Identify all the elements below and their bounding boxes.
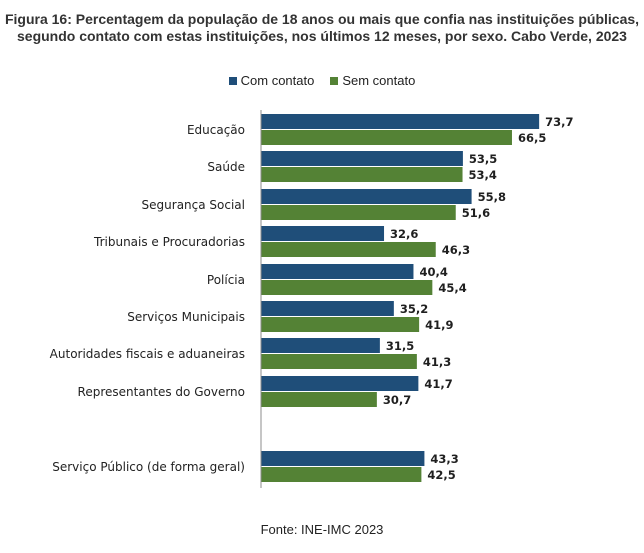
- bar-com-contato-servico-publico-de-forma-geral: [261, 451, 425, 466]
- data-label-sem-contato-saude: 53,4: [469, 168, 497, 182]
- data-label-sem-contato-policia: 45,4: [438, 281, 466, 295]
- data-label-com-contato-autoridades-fiscais-e-aduaneiras: 31,5: [386, 339, 414, 353]
- category-label-policia: Polícia: [207, 273, 245, 287]
- bar-com-contato-tribunais-e-procuradorias: [261, 226, 385, 241]
- legend-label-com-contato: Com contato: [240, 73, 315, 88]
- legend-swatch-sem-contato: [330, 76, 339, 85]
- title-line-1: Figura 16: Percentagem da população de 1…: [4, 11, 640, 27]
- data-label-sem-contato-representantes-do-governo: 30,7: [383, 393, 411, 407]
- data-label-com-contato-educacao: 73,7: [545, 115, 573, 129]
- bar-com-contato-saude: [261, 151, 463, 166]
- bar-com-contato-policia: [261, 264, 414, 279]
- category-label-tribunais-e-procuradorias: Tribunais e Procuradorias: [93, 235, 245, 249]
- title-line-2: segundo contato com estas instituições, …: [17, 28, 627, 44]
- category-label-servico-publico-de-forma-geral: Serviço Público (de forma geral): [52, 460, 245, 474]
- bar-sem-contato-saude: [261, 167, 463, 182]
- data-label-sem-contato-servico-publico-de-forma-geral: 42,5: [427, 468, 455, 482]
- legend: Com contato Sem contato: [0, 73, 644, 88]
- data-label-sem-contato-servicos-municipais: 41,9: [425, 318, 453, 332]
- source-note: Fonte: INE-IMC 2023: [260, 522, 384, 537]
- bar-sem-contato-servicos-municipais: [261, 317, 420, 332]
- legend-swatch-com-contato: [228, 76, 237, 85]
- data-label-sem-contato-seguranca-social: 51,6: [462, 206, 490, 220]
- data-label-com-contato-seguranca-social: 55,8: [478, 190, 506, 204]
- bar-sem-contato-autoridades-fiscais-e-aduaneiras: [261, 354, 417, 369]
- legend-item-com-contato: Com contato: [228, 73, 315, 88]
- category-label-autoridades-fiscais-e-aduaneiras: Autoridades fiscais e aduaneiras: [50, 347, 245, 361]
- data-label-sem-contato-autoridades-fiscais-e-aduaneiras: 41,3: [423, 355, 451, 369]
- data-label-sem-contato-tribunais-e-procuradorias: 46,3: [442, 243, 470, 257]
- data-label-com-contato-servicos-municipais: 35,2: [400, 302, 428, 316]
- legend-item-sem-contato: Sem contato: [330, 73, 415, 88]
- bar-sem-contato-tribunais-e-procuradorias: [261, 242, 436, 257]
- category-label-seguranca-social: Segurança Social: [142, 198, 245, 212]
- bar-sem-contato-servico-publico-de-forma-geral: [261, 467, 422, 482]
- bar-sem-contato-representantes-do-governo: [261, 392, 377, 407]
- bar-com-contato-autoridades-fiscais-e-aduaneiras: [261, 338, 380, 353]
- bar-com-contato-educacao: [261, 114, 540, 129]
- legend-label-sem-contato: Sem contato: [342, 73, 416, 88]
- bar-sem-contato-educacao: [261, 130, 512, 145]
- chart-title: Figura 16: Percentagem da população de 1…: [0, 11, 644, 45]
- data-label-sem-contato-educacao: 66,5: [518, 131, 546, 145]
- data-label-com-contato-representantes-do-governo: 41,7: [424, 377, 452, 391]
- bar-com-contato-servicos-municipais: [261, 301, 394, 316]
- category-label-servicos-municipais: Serviços Municipais: [127, 310, 245, 324]
- bar-sem-contato-policia: [261, 280, 433, 295]
- category-label-educacao: Educação: [187, 123, 245, 137]
- bar-com-contato-seguranca-social: [261, 189, 472, 204]
- bar-com-contato-representantes-do-governo: [261, 376, 419, 391]
- data-label-com-contato-tribunais-e-procuradorias: 32,6: [390, 227, 418, 241]
- data-label-com-contato-policia: 40,4: [419, 265, 447, 279]
- data-label-com-contato-servico-publico-de-forma-geral: 43,3: [430, 452, 458, 466]
- category-label-representantes-do-governo: Representantes do Governo: [78, 385, 245, 399]
- bar-sem-contato-seguranca-social: [261, 205, 456, 220]
- data-label-com-contato-saude: 53,5: [469, 152, 497, 166]
- category-label-saude: Saúde: [207, 160, 245, 174]
